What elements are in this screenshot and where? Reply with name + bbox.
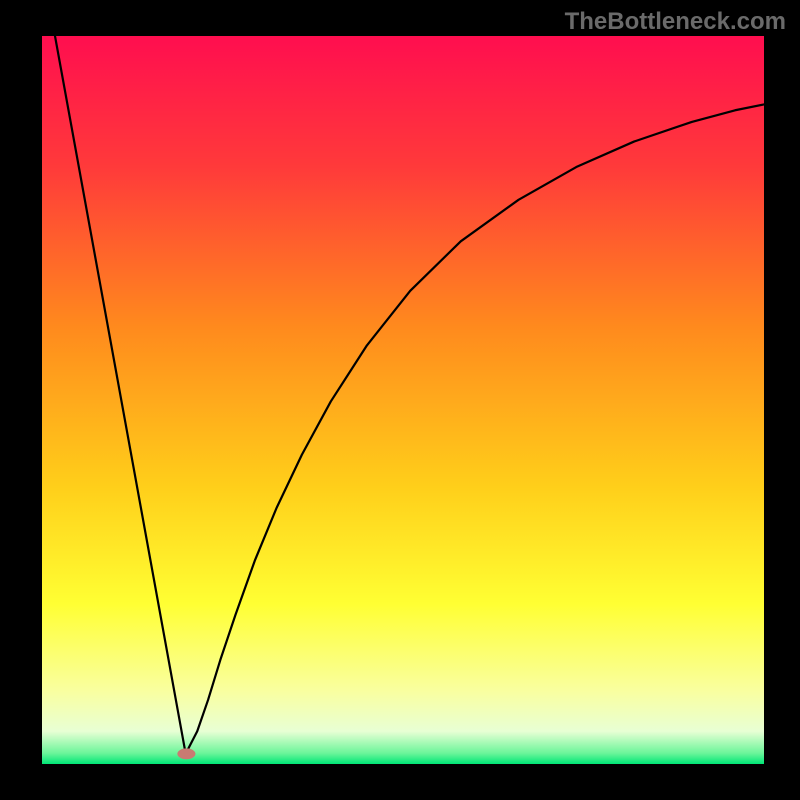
- bottleneck-plot: [42, 36, 764, 764]
- chart-frame: TheBottleneck.com: [0, 0, 800, 800]
- watermark-text: TheBottleneck.com: [565, 8, 786, 36]
- optimum-marker: [177, 748, 195, 759]
- plot-background: [42, 36, 764, 764]
